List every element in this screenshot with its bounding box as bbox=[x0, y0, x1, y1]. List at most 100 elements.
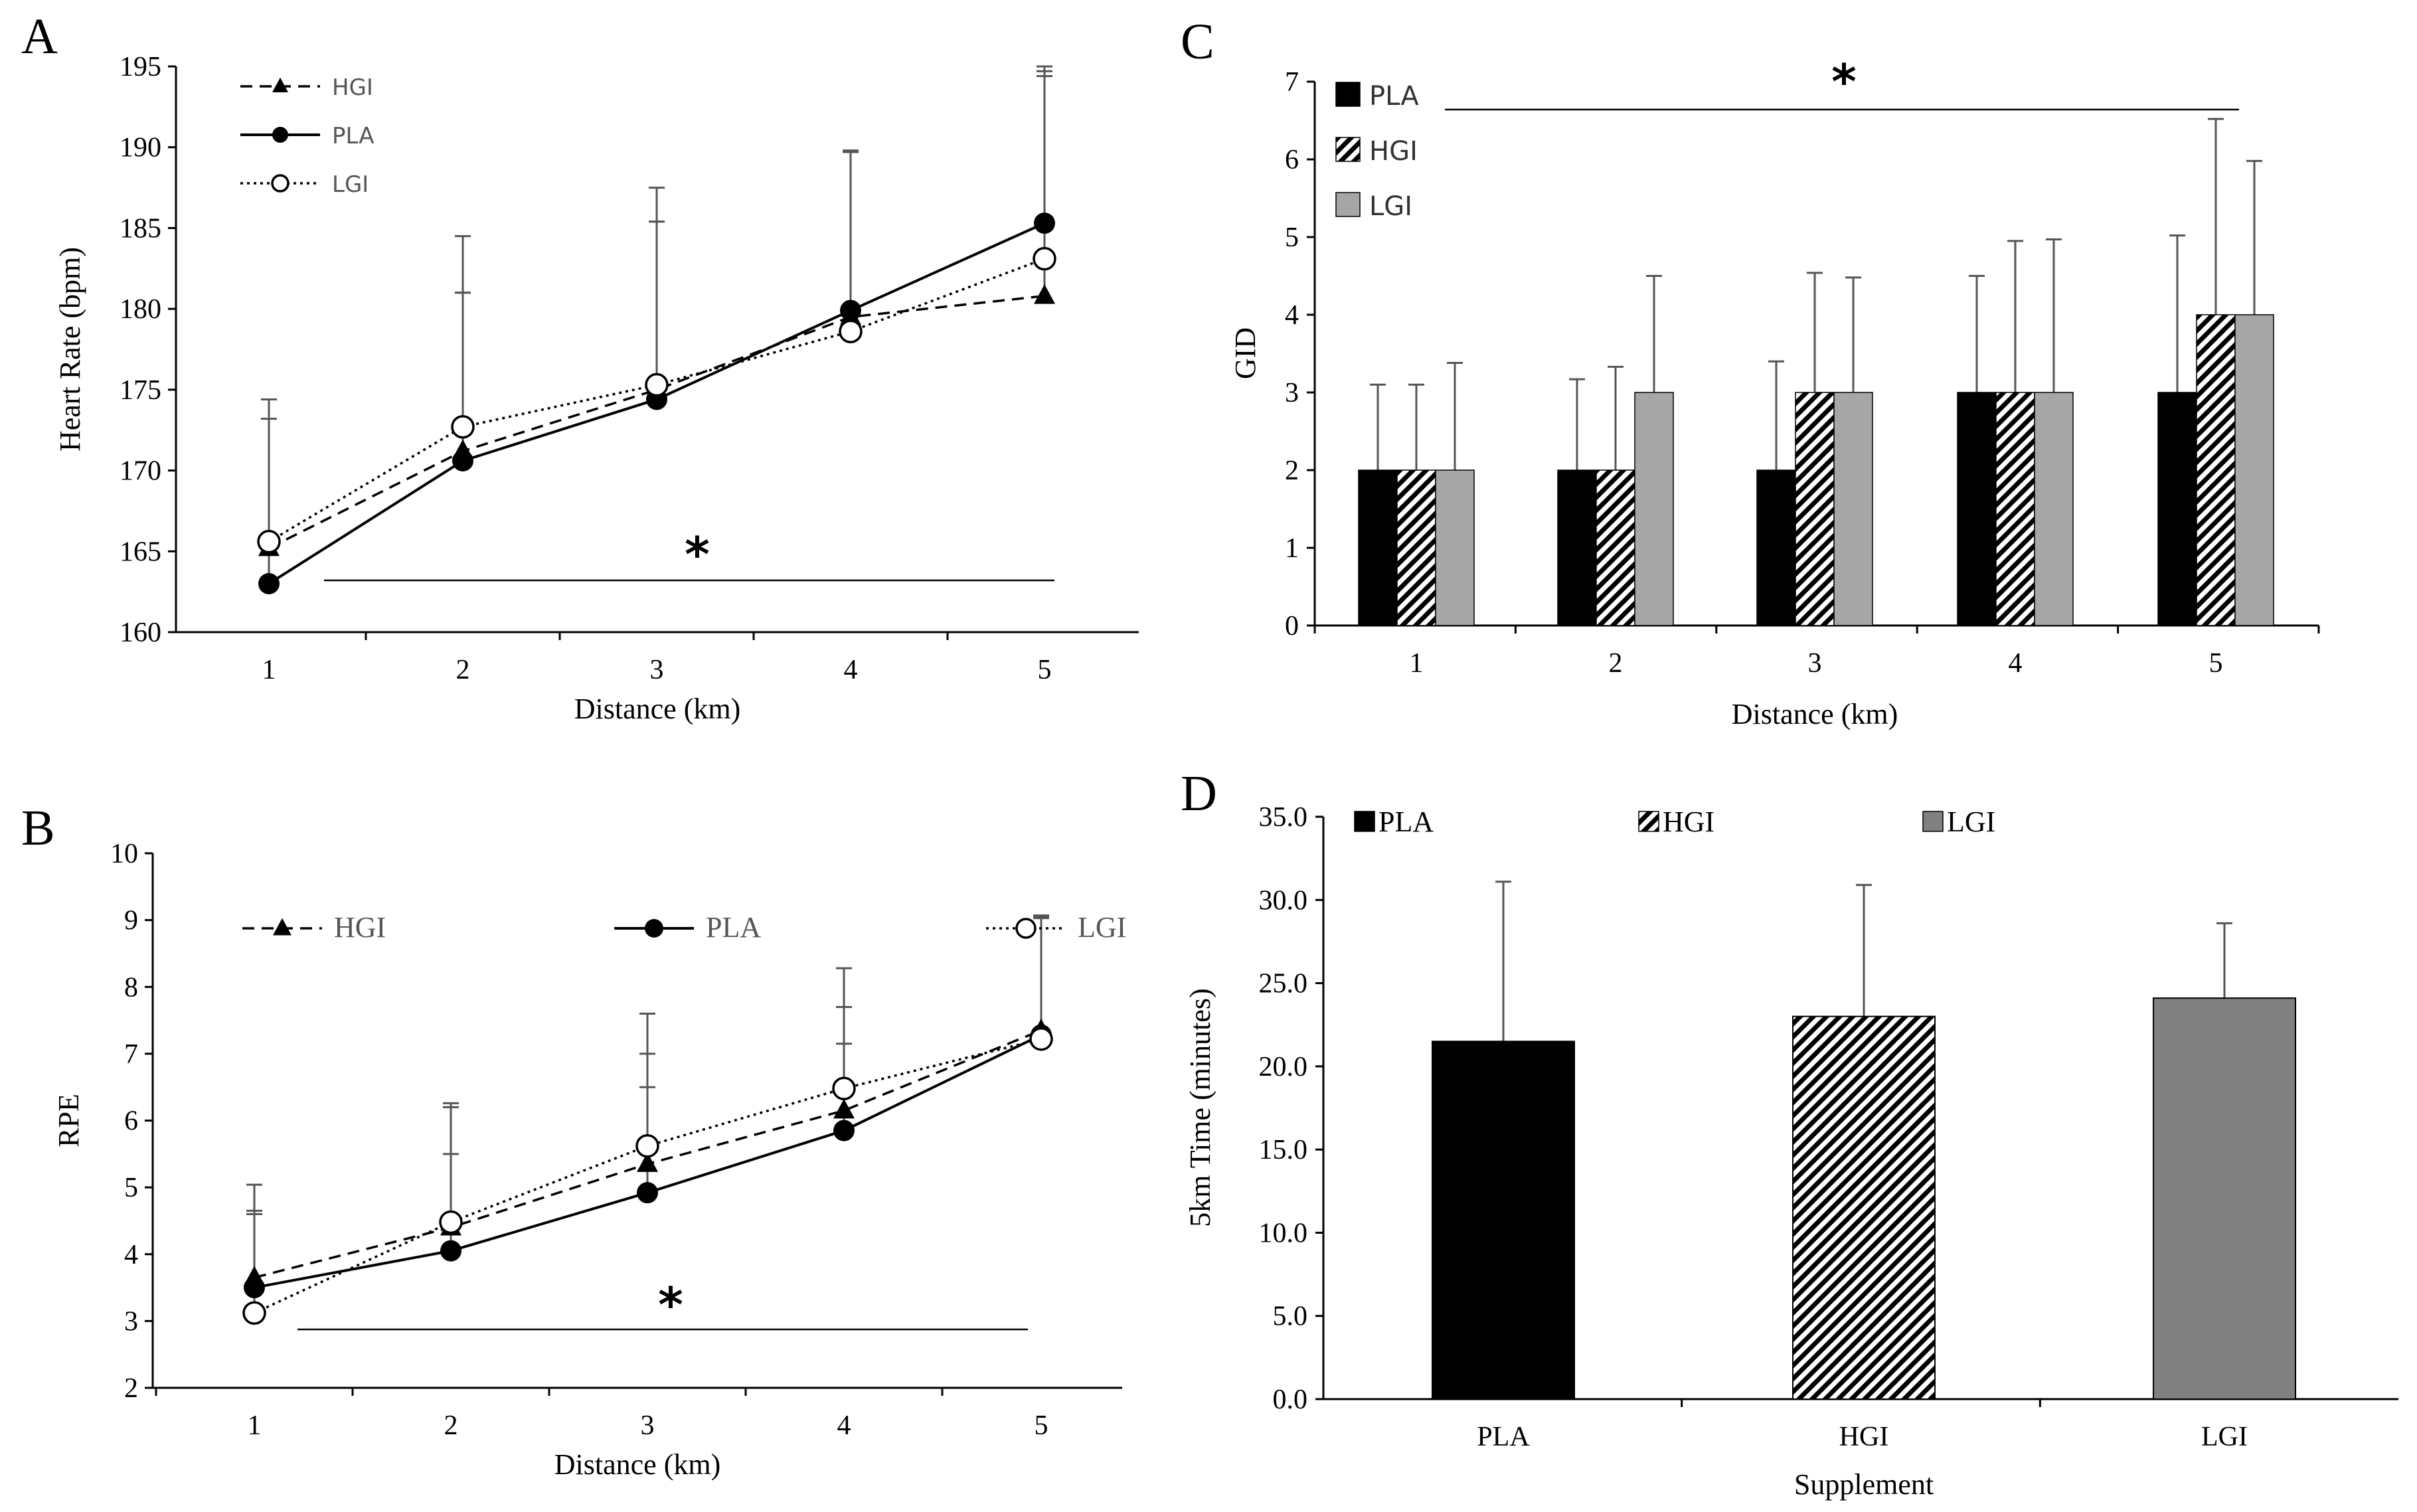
y-tick-label: 8 bbox=[124, 972, 138, 1003]
y-tick-label: 3 bbox=[124, 1306, 138, 1337]
legend-label-lgi: LGI bbox=[332, 171, 369, 198]
y-tick-label: 25.0 bbox=[1259, 969, 1308, 999]
data-point-lgi bbox=[451, 415, 475, 439]
bar-lgi bbox=[2034, 392, 2074, 626]
bar-hgi bbox=[1396, 469, 1436, 626]
bar-pla bbox=[1957, 392, 1997, 626]
panel-d: D 0.0 5.0 10.0 15.0 20.0 25.0 30.0 35.0 PLA HGI LGI… bbox=[1181, 766, 2398, 1501]
panel-letter: B bbox=[21, 800, 55, 856]
bar-lgi bbox=[1435, 469, 1475, 626]
x-tick-label: 5 bbox=[2209, 648, 2223, 679]
data-point-lgi bbox=[242, 1301, 266, 1325]
legend-marker-lgi bbox=[271, 174, 290, 193]
series-line-hgi bbox=[268, 294, 1045, 549]
y-tick-label: 1 bbox=[1285, 533, 1299, 564]
bar-hgi bbox=[1995, 392, 2035, 626]
y-tick-label: 6 bbox=[124, 1106, 138, 1137]
legend-label-hgi: HGI bbox=[334, 911, 386, 944]
x-tick-label: 2 bbox=[444, 1410, 458, 1441]
y-tick-label: 4 bbox=[124, 1240, 138, 1270]
x-tick-label: 4 bbox=[844, 655, 858, 685]
x-tick-label: 2 bbox=[1609, 648, 1623, 679]
y-tick-label: 160 bbox=[120, 618, 161, 648]
data-point-lgi bbox=[257, 529, 281, 554]
y-axis-title: RPE bbox=[52, 1094, 85, 1147]
x-axis-title: Distance (km) bbox=[1732, 698, 1898, 730]
y-tick-label: 30.0 bbox=[1259, 885, 1308, 916]
panel-letter: C bbox=[1181, 14, 1214, 70]
bar-lgi bbox=[1634, 392, 1674, 626]
y-tick-label: 2 bbox=[1285, 456, 1299, 486]
y-tick-label: 35.0 bbox=[1259, 802, 1308, 833]
data-point-lgi bbox=[832, 1076, 856, 1100]
y-tick-label: 190 bbox=[120, 133, 161, 163]
legend-marker-lgi bbox=[1015, 918, 1037, 939]
y-tick-label: 2 bbox=[124, 1373, 138, 1404]
significance-star: * bbox=[1831, 54, 1857, 110]
y-tick-label: 10.0 bbox=[1259, 1218, 1308, 1248]
y-tick-label: 195 bbox=[120, 52, 161, 82]
y-tick-label: 0.0 bbox=[1273, 1385, 1308, 1415]
legend-label-pla: PLA bbox=[332, 123, 374, 149]
legend-marker-pla bbox=[272, 127, 288, 143]
x-tick-label: 3 bbox=[1808, 648, 1822, 679]
data-point-lgi bbox=[1029, 1027, 1053, 1051]
bar-hgi bbox=[2196, 314, 2236, 626]
y-axis-title: GID bbox=[1229, 327, 1262, 379]
x-tick-label: 5 bbox=[1035, 1410, 1048, 1441]
data-point-pla bbox=[840, 299, 861, 321]
y-tick-label: 170 bbox=[120, 456, 161, 487]
y-tick-label: 5 bbox=[124, 1173, 138, 1203]
x-axis-title: Distance (km) bbox=[574, 693, 740, 725]
legend-label-hgi: HGI bbox=[1663, 805, 1714, 838]
x-axis-title: Distance (km) bbox=[554, 1448, 720, 1481]
x-tick-label: 1 bbox=[248, 1410, 262, 1441]
y-tick-label: 175 bbox=[120, 375, 161, 406]
x-tick-label: 4 bbox=[2009, 648, 2023, 679]
data-point-pla bbox=[244, 1277, 265, 1299]
legend-marker-hgi bbox=[272, 77, 288, 92]
legend-marker-pla bbox=[645, 919, 663, 938]
y-tick-label: 7 bbox=[124, 1039, 138, 1070]
panel-c: C 0 1 2 3 4 5 6 7 1 2 3 4 5 Distance (km) GID * PLA HGI LGI bbox=[1181, 14, 2320, 730]
legend-swatch-pla bbox=[1335, 82, 1361, 107]
x-tick-label: 1 bbox=[1410, 648, 1424, 679]
data-point-hgi bbox=[1034, 284, 1055, 304]
legend-marker-hgi bbox=[273, 918, 292, 936]
bar-hgi bbox=[1792, 1015, 1936, 1400]
x-tick-label: 5 bbox=[1038, 655, 1052, 685]
legend-label-hgi: HGI bbox=[332, 74, 373, 101]
data-point-lgi bbox=[839, 319, 863, 343]
x-tick-label: 2 bbox=[456, 655, 470, 685]
legend-swatch-pla bbox=[1354, 811, 1375, 832]
data-point-pla bbox=[258, 572, 280, 594]
y-tick-label: 9 bbox=[124, 906, 138, 936]
data-point-pla bbox=[1034, 212, 1055, 234]
bar-lgi bbox=[2234, 314, 2274, 626]
data-point-lgi bbox=[635, 1134, 659, 1158]
data-point-pla bbox=[833, 1120, 855, 1141]
data-point-lgi bbox=[439, 1210, 463, 1234]
legend-swatch-hgi bbox=[1335, 137, 1361, 162]
y-axis-title: 5km Time (minutes) bbox=[1184, 988, 1216, 1226]
y-tick-label: 20.0 bbox=[1259, 1052, 1308, 1082]
significance-star: * bbox=[658, 1277, 683, 1333]
bar-hgi bbox=[1795, 392, 1835, 626]
panel-b: B 2 3 4 5 6 7 8 9 10 1 2 3 4 5 Distance (km) RPE * HGI PLA L… bbox=[21, 800, 1126, 1481]
legend-label-pla: PLA bbox=[1369, 81, 1419, 112]
bar-lgi bbox=[1833, 392, 1873, 626]
data-point-lgi bbox=[1033, 246, 1056, 271]
legend-label-pla: PLA bbox=[706, 911, 761, 944]
data-point-hgi bbox=[833, 1098, 855, 1119]
y-tick-label: 5.0 bbox=[1273, 1302, 1308, 1332]
y-tick-label: 10 bbox=[110, 839, 138, 869]
x-tick-label: 3 bbox=[641, 1410, 655, 1441]
y-tick-label: 3 bbox=[1285, 378, 1299, 408]
bar-pla bbox=[2157, 392, 2197, 626]
x-tick-label: 1 bbox=[262, 655, 276, 685]
x-axis-title: Supplement bbox=[1794, 1468, 1934, 1501]
bar-pla bbox=[1358, 469, 1398, 626]
bar-hgi bbox=[1596, 469, 1635, 626]
data-point-hgi bbox=[637, 1152, 658, 1172]
